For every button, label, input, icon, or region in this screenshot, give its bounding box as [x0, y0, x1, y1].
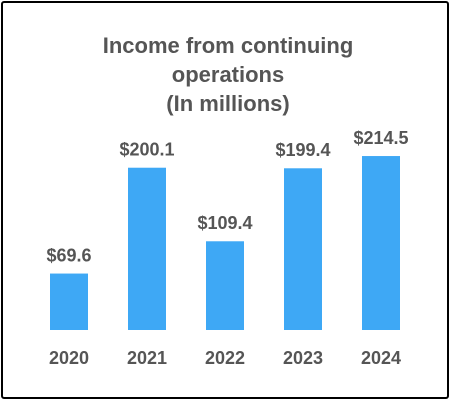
- x-tick-label: 2021: [127, 348, 167, 368]
- value-label: $199.4: [275, 140, 330, 160]
- bar: [50, 273, 88, 330]
- value-label: $200.1: [119, 139, 174, 159]
- bar: [284, 168, 322, 330]
- bar: [362, 156, 400, 330]
- x-tick-label: 2023: [283, 348, 323, 368]
- x-tick-label: 2020: [49, 348, 89, 368]
- value-label: $214.5: [353, 128, 408, 148]
- bar: [206, 241, 244, 330]
- x-tick-label: 2024: [361, 348, 401, 368]
- value-label: $109.4: [197, 213, 252, 233]
- chart-subtitle: (In millions): [166, 91, 290, 116]
- chart-title: Income from continuing operations: [102, 33, 354, 87]
- bar: [128, 167, 166, 330]
- x-tick-label: 2022: [205, 348, 245, 368]
- value-label: $69.6: [46, 245, 91, 265]
